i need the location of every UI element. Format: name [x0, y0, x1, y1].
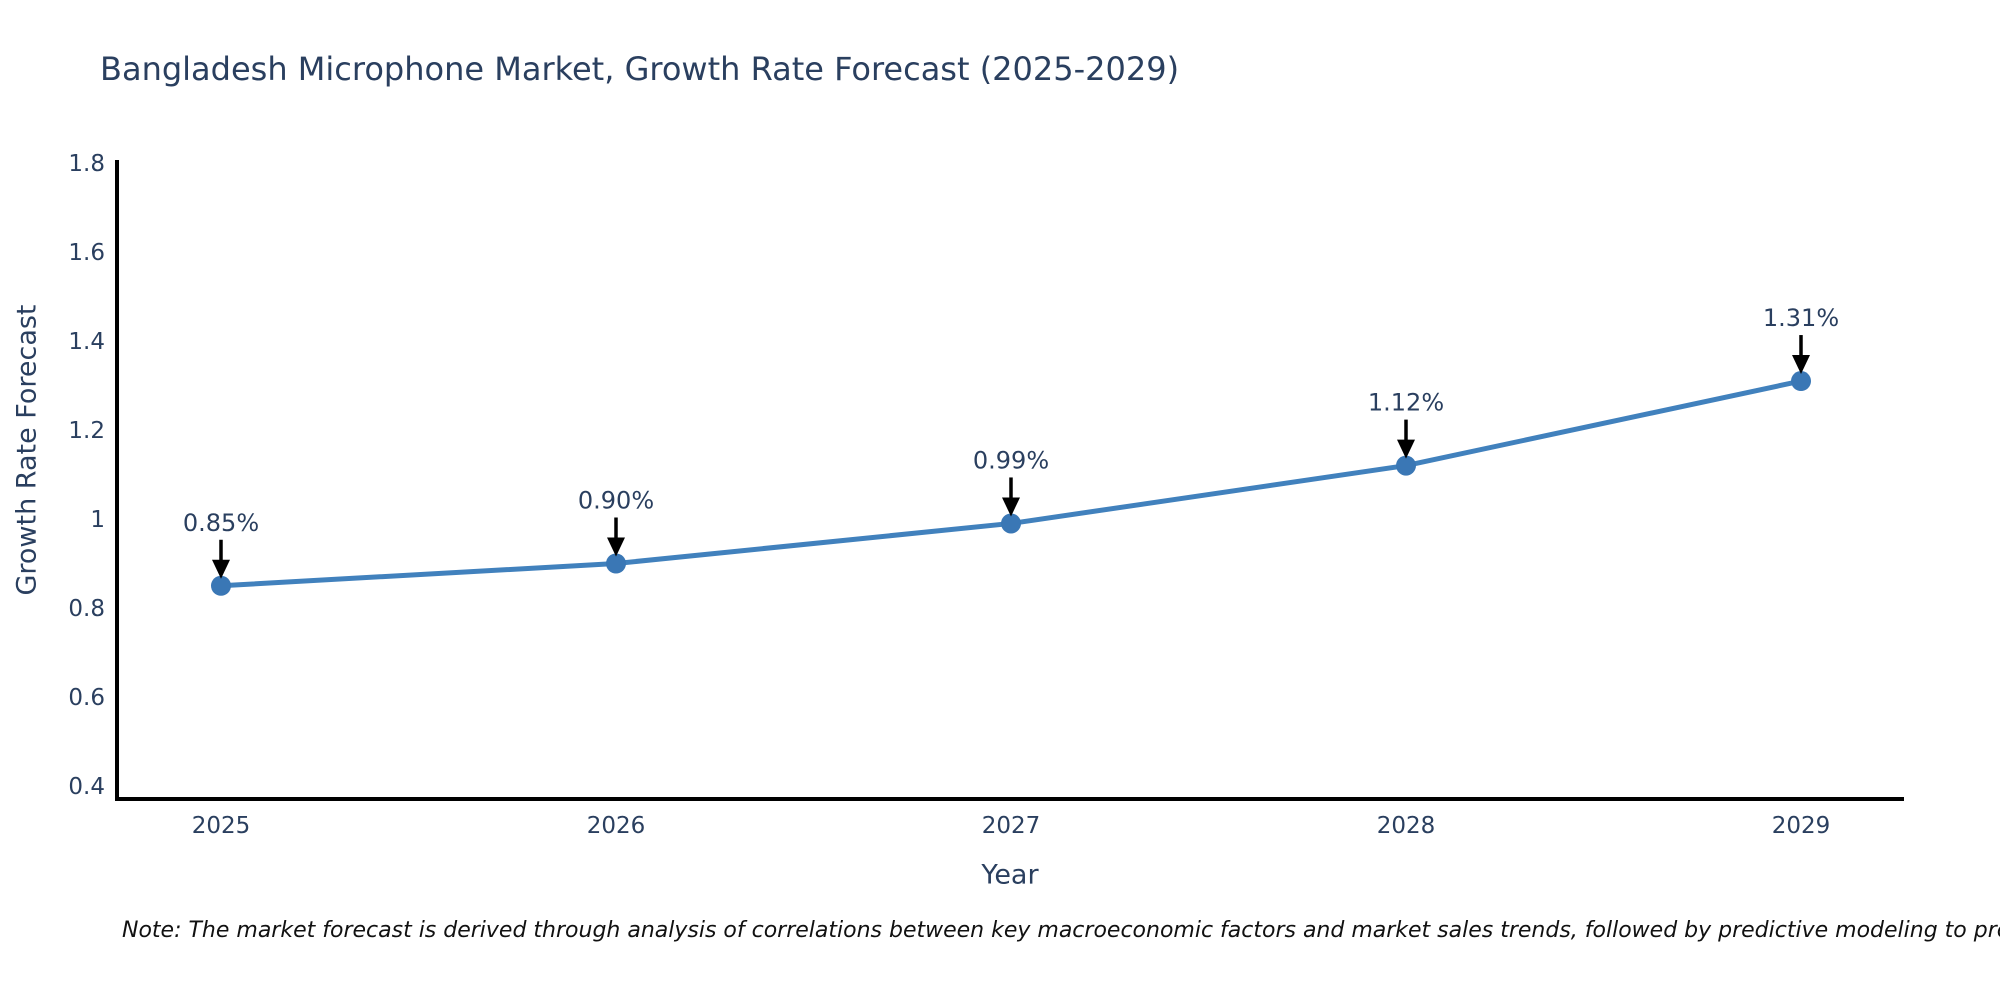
y-tick-label: 0.6 [68, 685, 105, 711]
y-tick-label: 0.8 [68, 596, 105, 622]
y-tick-label: 0.4 [68, 774, 105, 800]
x-axis-title: Year [981, 859, 1039, 891]
annotation-arrow-head [1397, 439, 1415, 459]
y-tick-label: 1 [90, 507, 105, 533]
footnote: Note: The market forecast is derived thr… [122, 918, 2000, 943]
chart-title: Bangladesh Microphone Market, Growth Rat… [100, 50, 1180, 88]
x-tick-label: 2026 [587, 813, 646, 839]
y-tick-label: 1.8 [68, 151, 105, 177]
x-tick-label: 2028 [1377, 813, 1436, 839]
data-point [211, 575, 231, 596]
annotation-arrow-head [1002, 497, 1020, 517]
data-point [1001, 513, 1021, 534]
annotation-arrow-head [212, 559, 230, 579]
y-tick-label: 1.2 [68, 418, 105, 444]
data-point [1791, 371, 1811, 392]
y-axis-title: Growth Rate Forecast [11, 304, 43, 596]
annotation-arrow-head [1792, 355, 1810, 375]
x-tick-label: 2025 [192, 813, 251, 839]
data-point [1396, 455, 1416, 476]
point-value-label: 0.99% [973, 446, 1049, 474]
point-value-label: 1.31% [1763, 304, 1839, 332]
y-tick-label: 1.6 [68, 240, 105, 266]
data-point [606, 553, 626, 574]
point-value-label: 1.12% [1368, 389, 1444, 417]
annotation-arrow-head [607, 537, 625, 557]
x-tick-label: 2027 [982, 813, 1041, 839]
point-value-label: 0.85% [183, 509, 259, 537]
y-tick-label: 1.4 [68, 329, 105, 355]
x-tick-label: 2029 [1772, 813, 1831, 839]
point-value-label: 0.90% [578, 487, 654, 515]
